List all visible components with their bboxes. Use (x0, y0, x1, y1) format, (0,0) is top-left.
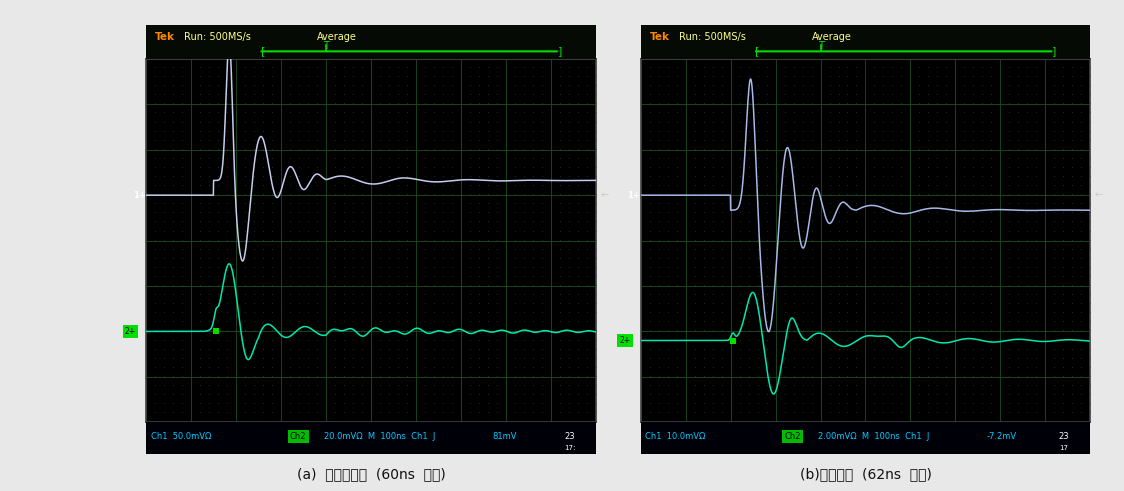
Text: Tek: Tek (155, 31, 175, 42)
Text: Average: Average (812, 31, 851, 42)
Text: ←: ← (600, 190, 608, 200)
Text: ]: ] (558, 46, 562, 56)
Text: Run: 500MS/s: Run: 500MS/s (679, 31, 745, 42)
Text: Ch1  50.0mVΩ: Ch1 50.0mVΩ (151, 432, 211, 441)
Text: T: T (323, 41, 329, 52)
Text: 2+: 2+ (125, 327, 136, 336)
Text: 1+: 1+ (627, 191, 641, 200)
Text: ]: ] (1052, 46, 1057, 56)
Text: -7.2mV: -7.2mV (987, 432, 1017, 441)
Text: Average: Average (317, 31, 356, 42)
Text: Run: 500MS/s: Run: 500MS/s (184, 31, 251, 42)
Text: T: T (817, 41, 824, 52)
Text: [: [ (755, 46, 760, 56)
Text: 2+: 2+ (619, 336, 631, 345)
Text: 23: 23 (564, 432, 574, 441)
Text: 23: 23 (1059, 432, 1069, 441)
Text: ←: ← (1095, 190, 1103, 200)
Text: (a)  동축신호선  (60ns  차이): (a) 동축신호선 (60ns 차이) (297, 467, 445, 481)
Text: Ch2: Ch2 (290, 432, 307, 441)
Text: [: [ (261, 46, 265, 56)
Text: (b)광케이블  (62ns  차이): (b)광케이블 (62ns 차이) (799, 467, 932, 481)
Text: Ch1  10.0mVΩ: Ch1 10.0mVΩ (645, 432, 706, 441)
Text: 81mV: 81mV (492, 432, 517, 441)
Text: 17: 17 (1059, 445, 1068, 451)
Text: 20.0mVΩ  M  100ns  Ch1  J: 20.0mVΩ M 100ns Ch1 J (324, 432, 435, 441)
Text: Tek: Tek (650, 31, 670, 42)
Text: Ch2: Ch2 (785, 432, 801, 441)
Text: 1+: 1+ (133, 191, 146, 200)
Text: 17:: 17: (564, 445, 575, 451)
Text: 2.00mVΩ  M  100ns  Ch1  J: 2.00mVΩ M 100ns Ch1 J (818, 432, 930, 441)
